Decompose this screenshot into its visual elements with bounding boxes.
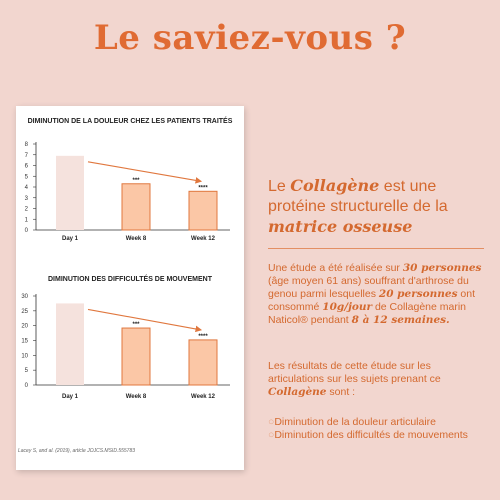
y-tick-label: 6	[25, 164, 29, 170]
bar-day-1	[56, 155, 84, 230]
finding-text: Diminution des difficultés de mouvements	[274, 429, 468, 441]
category-label: Week 12	[191, 394, 216, 400]
y-tick-label: 5	[25, 368, 29, 374]
headline: Le saviez-vous ?	[93, 18, 407, 58]
bar-week-12	[188, 339, 218, 386]
bar-week-12	[188, 190, 218, 231]
study-t2: (âge moyen 61 ans) souffrant d'arthrose …	[268, 275, 469, 300]
category-label: Day 1	[62, 394, 79, 400]
results-paragraph: Les résultats de cette étude sur les art…	[268, 360, 488, 399]
trend-arrow	[87, 308, 203, 333]
category-label: Week 8	[126, 236, 147, 242]
citation: Lacey S, and al. (2019), article JOJCS.M…	[18, 448, 136, 454]
study-t1: Une étude a été réalisée sur	[268, 262, 403, 274]
lead-matrix: matrice osseuse	[268, 217, 413, 236]
significance-label: ***	[132, 322, 140, 328]
study-n2: 20 personnes	[378, 288, 458, 300]
study-t4: de Collagène marin Naticol® pendant	[268, 301, 467, 326]
trend-arrow	[87, 161, 203, 184]
y-tick-label: 25	[21, 309, 28, 315]
significance-label: ****	[198, 185, 208, 191]
y-tick-label: 2	[25, 207, 29, 213]
y-tick-label: 1	[25, 217, 29, 223]
y-tick-label: 8	[25, 142, 29, 148]
finding-item: ○Diminution des difficultés de mouvement…	[268, 429, 488, 442]
chart-card: DIMINUTION DE LA DOULEUR CHEZ LES PATIEN…	[16, 106, 244, 470]
results-collagen: Collagène	[268, 386, 327, 398]
y-tick-label: 3	[25, 196, 29, 202]
study-t3: ont consommé	[268, 288, 476, 313]
y-tick-label: 0	[25, 383, 29, 389]
y-tick-label: 30	[21, 294, 28, 300]
y-tick-label: 20	[21, 324, 28, 330]
chart-title: DIMINUTION DE LA DOULEUR CHEZ LES PATIEN…	[28, 116, 233, 125]
study-n1: 30 personnes	[402, 262, 482, 274]
lead-part1: Le	[268, 178, 291, 195]
lead-collagen: Collagène	[290, 176, 380, 195]
y-tick-label: 5	[25, 174, 29, 180]
findings-list: ○Diminution de la douleur articulaire ○D…	[268, 416, 488, 442]
results-t2: sont :	[326, 386, 356, 398]
y-tick-label: 7	[25, 153, 29, 159]
charts-svg: DIMINUTION DE LA DOULEUR CHEZ LES PATIEN…	[21, 116, 233, 400]
divider	[268, 248, 484, 249]
lead-part2: est une protéine structurelle de la	[268, 178, 448, 215]
study-duration: 8 à 12 semaines.	[351, 314, 450, 326]
lead-text: Le Collagène est une protéine structurel…	[268, 176, 490, 238]
significance-label: ***	[132, 178, 140, 184]
study-paragraph: Une étude a été réalisée sur 30 personne…	[268, 262, 488, 327]
bullet-icon: ○	[268, 416, 275, 428]
bar-week-8	[121, 183, 151, 231]
bar-day-1	[56, 303, 84, 385]
y-tick-label: 15	[21, 339, 28, 345]
category-label: Week 12	[191, 236, 216, 242]
study-dose: 10g/jour	[322, 301, 373, 313]
category-label: Day 1	[62, 236, 79, 242]
significance-label: ****	[198, 334, 208, 340]
bar-week-8	[121, 327, 151, 386]
finding-item: ○Diminution de la douleur articulaire	[268, 416, 488, 429]
bullet-icon: ○	[268, 429, 275, 441]
y-tick-label: 10	[21, 353, 28, 359]
chart-title: DIMINUTION DES DIFFICULTÉS DE MOUVEMENT	[48, 274, 213, 283]
finding-text: Diminution de la douleur articulaire	[274, 416, 437, 428]
y-tick-label: 0	[25, 228, 29, 234]
results-t1: Les résultats de cette étude sur les art…	[268, 360, 441, 385]
category-label: Week 8	[126, 394, 147, 400]
y-tick-label: 4	[25, 185, 29, 191]
